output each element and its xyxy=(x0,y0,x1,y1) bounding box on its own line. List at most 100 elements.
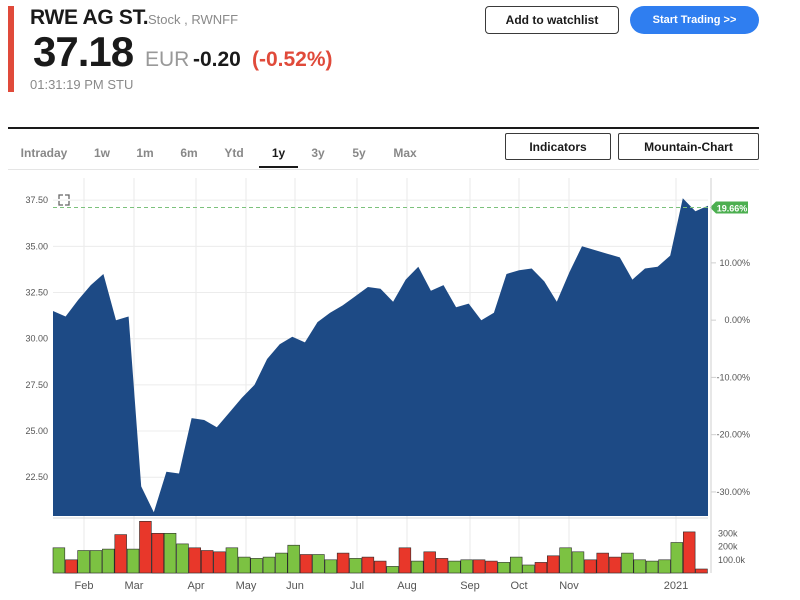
volume-bar xyxy=(645,560,659,574)
indicators-button[interactable]: Indicators xyxy=(505,133,611,160)
y-tick-label-right: 0.00% xyxy=(724,315,750,325)
tab-ytd[interactable]: Ytd xyxy=(224,146,244,160)
x-tick-label: Sep xyxy=(460,580,480,592)
x-tick-label: Feb xyxy=(75,580,94,592)
y-tick-label-left: 37.50 xyxy=(25,195,48,205)
tab-max[interactable]: Max xyxy=(393,146,417,160)
x-tick-label: 2021 xyxy=(664,580,688,592)
fullscreen-icon xyxy=(58,201,63,206)
baseline-badge xyxy=(710,201,748,214)
accent-bar xyxy=(8,6,14,92)
tab-intraday[interactable]: Intraday xyxy=(20,146,68,160)
price-change-percent: (-0.52%) xyxy=(252,48,333,71)
volume-bar xyxy=(151,532,164,574)
x-tick-label: Jul xyxy=(350,580,364,592)
fullscreen-icon xyxy=(58,194,63,199)
volume-bar xyxy=(497,562,510,574)
volume-bar xyxy=(176,543,189,574)
y-tick-label-left: 22.50 xyxy=(25,472,48,482)
volume-bar xyxy=(670,542,684,574)
price-change: -0.20 xyxy=(193,48,241,71)
volume-bar xyxy=(682,531,696,574)
y-tick-label-left: 27.50 xyxy=(25,380,48,390)
x-tick-label: May xyxy=(236,580,257,592)
tab-6m[interactable]: 6m xyxy=(180,146,198,160)
volume-bar xyxy=(312,554,325,574)
stock-price: 37.18 xyxy=(33,28,134,75)
fullscreen-icon xyxy=(65,201,70,206)
volume-bar xyxy=(485,560,498,574)
volume-bar xyxy=(448,560,461,574)
volume-bar xyxy=(250,558,263,574)
volume-bar xyxy=(89,550,103,574)
price-currency: EUR xyxy=(145,48,190,71)
volume-bar xyxy=(336,552,350,574)
volume-bar xyxy=(559,547,572,574)
tab-1m[interactable]: 1m xyxy=(136,146,154,160)
y-tick-label-left: 25.00 xyxy=(25,426,48,436)
volume-bar xyxy=(361,556,375,574)
volume-bar xyxy=(398,547,412,574)
x-tick-label: Jun xyxy=(286,580,304,592)
add-to-watchlist-button[interactable]: Add to watchlist xyxy=(485,6,619,34)
volume-bar xyxy=(435,558,449,574)
volume-bar xyxy=(225,547,239,574)
tab-1w[interactable]: 1w xyxy=(93,146,110,160)
volume-bar xyxy=(546,555,560,574)
volume-tick-label: 300k xyxy=(718,528,738,538)
y-tick-label-left: 30.00 xyxy=(25,334,48,344)
y-tick-label-right: 10.00% xyxy=(719,258,750,268)
volume-bar xyxy=(126,548,140,574)
x-tick-label: Apr xyxy=(187,580,204,592)
volume-bar xyxy=(324,559,337,574)
x-tick-label: Nov xyxy=(559,580,579,592)
volume-bar xyxy=(596,552,609,574)
tab-3y[interactable]: 3y xyxy=(311,146,325,160)
volume-bar xyxy=(262,556,276,574)
volume-bar xyxy=(238,556,251,574)
volume-bar xyxy=(608,556,622,574)
baseline-badge-label: 19.66% xyxy=(717,204,748,214)
volume-bar xyxy=(695,568,708,574)
y-tick-label-right: -30.00% xyxy=(716,487,750,497)
start-trading-button[interactable]: Start Trading >> xyxy=(630,6,759,34)
volume-bar xyxy=(571,551,585,574)
tab-1y[interactable]: 1y xyxy=(259,140,298,168)
volume-bar xyxy=(163,532,177,574)
y-tick-label-right: -20.00% xyxy=(716,430,750,440)
tab-5y[interactable]: 5y xyxy=(352,146,366,160)
volume-bar xyxy=(52,547,66,574)
volume-bar xyxy=(349,558,362,574)
header-divider xyxy=(8,127,759,129)
volume-bar xyxy=(275,552,288,574)
volume-bar xyxy=(411,560,424,574)
volume-bar xyxy=(472,559,486,574)
volume-bar xyxy=(299,554,313,574)
chart-top-border xyxy=(8,169,759,170)
chart-type-button[interactable]: Mountain-Chart xyxy=(618,133,759,160)
volume-bar xyxy=(584,559,597,574)
volume-bar xyxy=(621,552,634,574)
y-tick-label-right: -10.00% xyxy=(716,372,750,382)
volume-bar xyxy=(534,562,548,574)
y-tick-label-left: 35.00 xyxy=(25,241,48,251)
volume-bar xyxy=(65,559,78,574)
volume-bar xyxy=(522,564,535,574)
volume-bar xyxy=(201,550,214,574)
volume-bar xyxy=(287,544,300,574)
volume-bar xyxy=(77,550,90,574)
volume-bar xyxy=(102,548,115,574)
volume-bar xyxy=(423,551,436,574)
volume-bar xyxy=(460,559,473,574)
x-tick-label: Mar xyxy=(125,580,144,592)
quote-time: 01:31:19 PM STU xyxy=(30,77,134,92)
price-area xyxy=(53,198,708,517)
stock-title: RWE AG ST. xyxy=(30,6,149,29)
volume-bar xyxy=(139,520,152,574)
volume-bar xyxy=(658,559,671,574)
fullscreen-icon xyxy=(65,194,70,199)
volume-tick-label: 200k xyxy=(718,542,738,552)
y-tick-label-left: 32.50 xyxy=(25,288,48,298)
x-tick-label: Oct xyxy=(510,580,527,592)
